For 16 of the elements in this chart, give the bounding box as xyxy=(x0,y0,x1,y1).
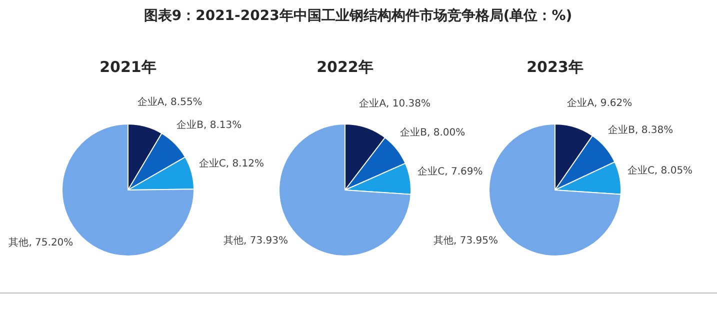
chart-title: 2021年 xyxy=(100,58,156,76)
slice-label: 企业B, 8.38% xyxy=(608,124,674,136)
slice-label: 企业A, 10.38% xyxy=(359,98,431,110)
slice-label: 企业C, 8.05% xyxy=(627,164,693,177)
slice-label: 企业C, 8.12% xyxy=(198,158,264,170)
slice-label: 企业C, 7.69% xyxy=(418,166,483,178)
slice-label: 企业B, 8.13% xyxy=(176,119,242,132)
chart-title: 2022年 xyxy=(316,58,374,76)
slice-label: 其他, 75.20% xyxy=(8,236,74,248)
slice-label: 其他, 73.93% xyxy=(224,234,288,246)
slice-label: 其他, 73.95% xyxy=(434,234,498,246)
slice-label: 企业B, 8.00% xyxy=(400,126,466,139)
slice-label: 企业A, 8.55% xyxy=(137,96,202,108)
text: 图表9：2021-2023年中国工业钢结构构件市场竞争格局(单位：%) xyxy=(144,7,572,24)
chart-title: 2023年 xyxy=(526,58,584,76)
slice-label: 企业A, 9.62% xyxy=(567,96,632,109)
